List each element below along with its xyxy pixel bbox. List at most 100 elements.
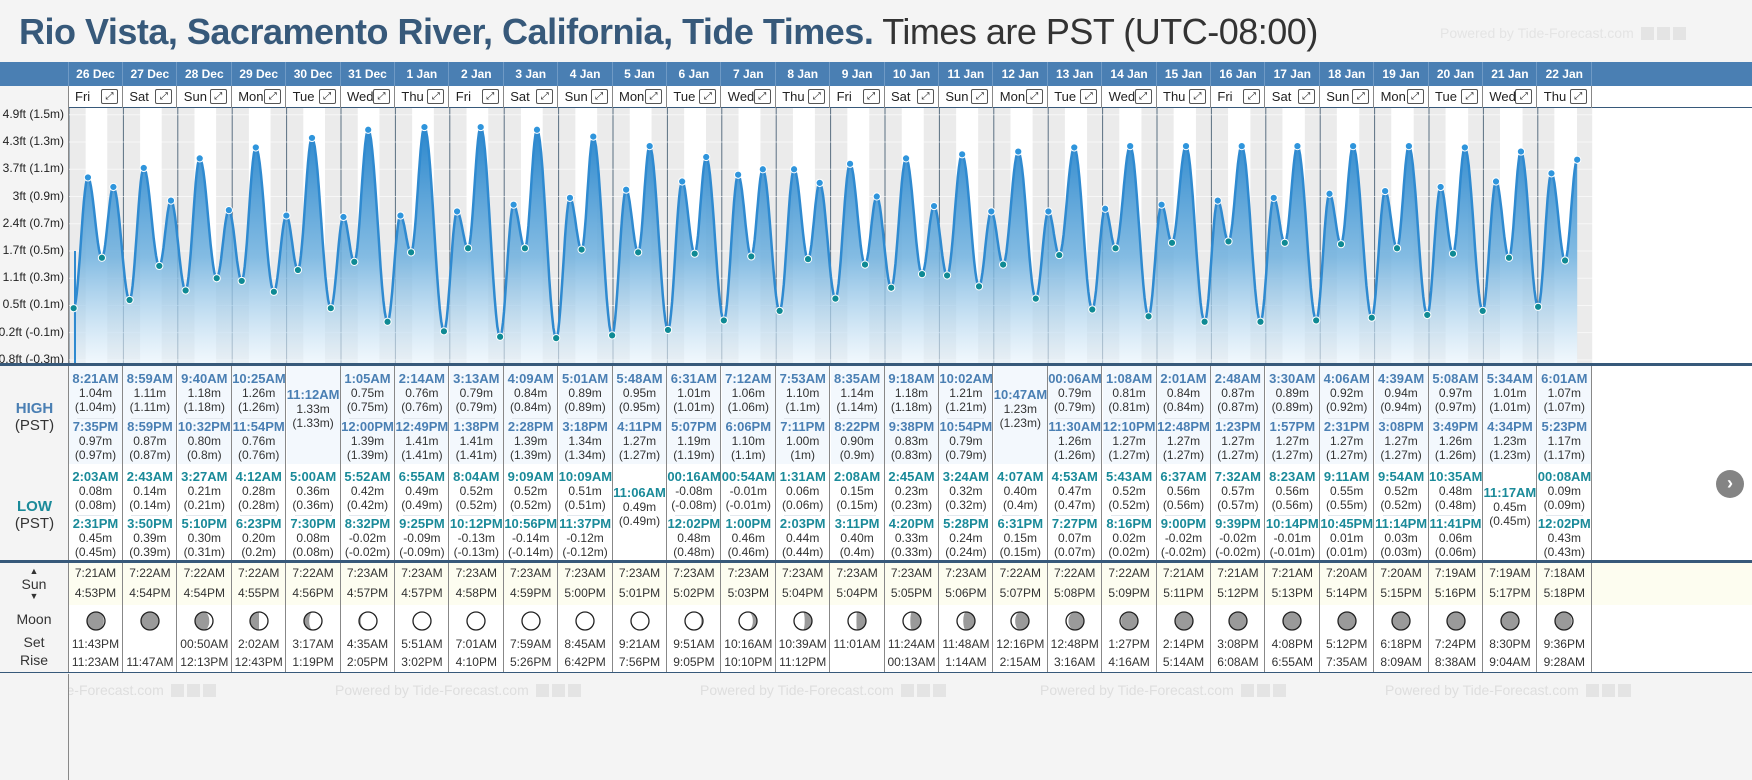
high-tide-point[interactable] (339, 212, 348, 222)
high-tide-point[interactable] (589, 132, 598, 141)
expand-day-icon[interactable]: ⤢ (481, 89, 499, 104)
low-tide-point[interactable] (269, 287, 278, 296)
expand-day-icon[interactable]: ⤢ (862, 89, 880, 104)
low-tide-point[interactable] (181, 286, 190, 295)
low-tide-point[interactable] (887, 283, 896, 292)
expand-day-icon[interactable]: ⤢ (101, 89, 118, 104)
high-tide-point[interactable] (1126, 142, 1135, 151)
low-tide-point[interactable] (1200, 317, 1209, 326)
low-tide-point[interactable] (212, 274, 221, 283)
expand-day-icon[interactable]: ⤢ (264, 89, 282, 104)
low-tide-point[interactable] (1534, 302, 1543, 311)
high-tide-point[interactable] (224, 206, 233, 215)
low-tide-point[interactable] (1367, 313, 1376, 322)
high-tide-point[interactable] (1014, 147, 1023, 156)
expand-day-icon[interactable]: ⤢ (917, 89, 934, 104)
expand-day-icon[interactable]: ⤢ (1297, 89, 1315, 104)
high-tide-point[interactable] (1547, 169, 1556, 178)
expand-day-icon[interactable]: ⤢ (1134, 89, 1152, 104)
expand-day-icon[interactable]: ⤢ (536, 89, 554, 104)
high-tide-point[interactable] (420, 122, 429, 132)
low-tide-point[interactable] (634, 248, 643, 257)
high-tide-point[interactable] (1460, 143, 1469, 152)
expand-day-icon[interactable]: ⤢ (971, 89, 989, 104)
low-tide-point[interactable] (690, 249, 699, 258)
low-tide-point[interactable] (383, 317, 392, 326)
high-tide-point[interactable] (1381, 186, 1390, 196)
high-tide-point[interactable] (958, 150, 967, 159)
high-tide-point[interactable] (1491, 177, 1501, 186)
low-tide-point[interactable] (237, 276, 246, 286)
low-tide-point[interactable] (917, 270, 927, 279)
expand-day-icon[interactable]: ⤢ (1406, 89, 1424, 104)
low-tide-point[interactable] (439, 327, 449, 336)
high-tide-point[interactable] (1237, 142, 1246, 151)
expand-day-icon[interactable]: ⤢ (1243, 89, 1261, 104)
high-tide-point[interactable] (1516, 147, 1526, 156)
high-tide-point[interactable] (251, 143, 260, 152)
high-tide-point[interactable] (987, 207, 996, 216)
high-tide-point[interactable] (789, 165, 799, 174)
expand-day-icon[interactable]: ⤢ (427, 89, 445, 104)
expand-day-icon[interactable]: ⤢ (808, 89, 826, 104)
expand-day-icon[interactable]: ⤢ (1515, 89, 1533, 104)
low-tide-point[interactable] (943, 271, 952, 280)
high-tide-point[interactable] (452, 207, 462, 216)
low-tide-point[interactable] (1256, 317, 1265, 326)
low-tide-point[interactable] (1312, 316, 1321, 325)
high-tide-point[interactable] (1070, 143, 1079, 152)
expand-day-icon[interactable]: ⤢ (1080, 89, 1098, 104)
high-tide-point[interactable] (1213, 196, 1222, 205)
high-tide-point[interactable] (734, 170, 743, 179)
low-tide-point[interactable] (1336, 240, 1346, 249)
expand-day-icon[interactable]: ⤢ (155, 89, 173, 104)
low-tide-point[interactable] (552, 334, 561, 343)
low-tide-point[interactable] (1224, 237, 1233, 246)
high-tide-point[interactable] (1044, 207, 1053, 216)
low-tide-point[interactable] (1088, 305, 1097, 314)
high-tide-point[interactable] (1101, 204, 1110, 213)
high-tide-point[interactable] (1325, 189, 1334, 198)
powered-by-footer[interactable]: Powered by Tide-Forecast.com (1385, 682, 1631, 698)
high-tide-point[interactable] (396, 211, 405, 220)
low-tide-point[interactable] (999, 260, 1008, 269)
expand-day-icon[interactable]: ⤢ (699, 89, 717, 104)
powered-by-footer[interactable]: Powered by Tide-Forecast.com (335, 682, 581, 698)
expand-day-icon[interactable]: ⤢ (1461, 89, 1478, 104)
low-tide-point[interactable] (1423, 310, 1432, 320)
low-tide-point[interactable] (463, 244, 473, 253)
low-tide-point[interactable] (496, 332, 505, 341)
expand-day-icon[interactable]: ⤢ (318, 89, 336, 104)
low-tide-point[interactable] (520, 244, 530, 253)
low-tide-point[interactable] (747, 252, 756, 261)
high-tide-point[interactable] (1269, 193, 1278, 202)
high-tide-point[interactable] (1157, 200, 1166, 209)
high-tide-point[interactable] (166, 196, 176, 205)
high-tide-point[interactable] (929, 201, 939, 211)
low-tide-point[interactable] (155, 261, 164, 271)
high-tide-point[interactable] (195, 154, 204, 163)
high-tide-point[interactable] (901, 154, 911, 163)
low-tide-point[interactable] (406, 248, 416, 257)
expand-day-icon[interactable]: ⤢ (1025, 89, 1043, 104)
low-tide-point[interactable] (293, 265, 303, 275)
low-tide-point[interactable] (1055, 250, 1064, 260)
high-tide-point[interactable] (109, 182, 118, 192)
high-tide-point[interactable] (565, 193, 575, 202)
low-tide-point[interactable] (1504, 253, 1514, 262)
low-tide-point[interactable] (1280, 238, 1289, 247)
powered-by-footer[interactable]: Powered by Tide-Forecast.com (700, 682, 946, 698)
high-tide-point[interactable] (758, 165, 767, 174)
high-tide-point[interactable] (509, 200, 518, 209)
high-tide-point[interactable] (83, 173, 93, 182)
expand-day-icon[interactable]: ⤢ (1352, 89, 1370, 104)
low-tide-point[interactable] (1031, 294, 1040, 303)
expand-day-icon[interactable]: ⤢ (209, 89, 227, 104)
high-tide-point[interactable] (622, 185, 631, 194)
high-tide-point[interactable] (1181, 142, 1191, 151)
low-tide-point[interactable] (326, 304, 335, 313)
low-tide-point[interactable] (974, 282, 984, 291)
low-tide-point[interactable] (69, 304, 78, 313)
expand-day-icon[interactable]: ⤢ (1189, 89, 1206, 104)
low-tide-point[interactable] (719, 316, 728, 325)
